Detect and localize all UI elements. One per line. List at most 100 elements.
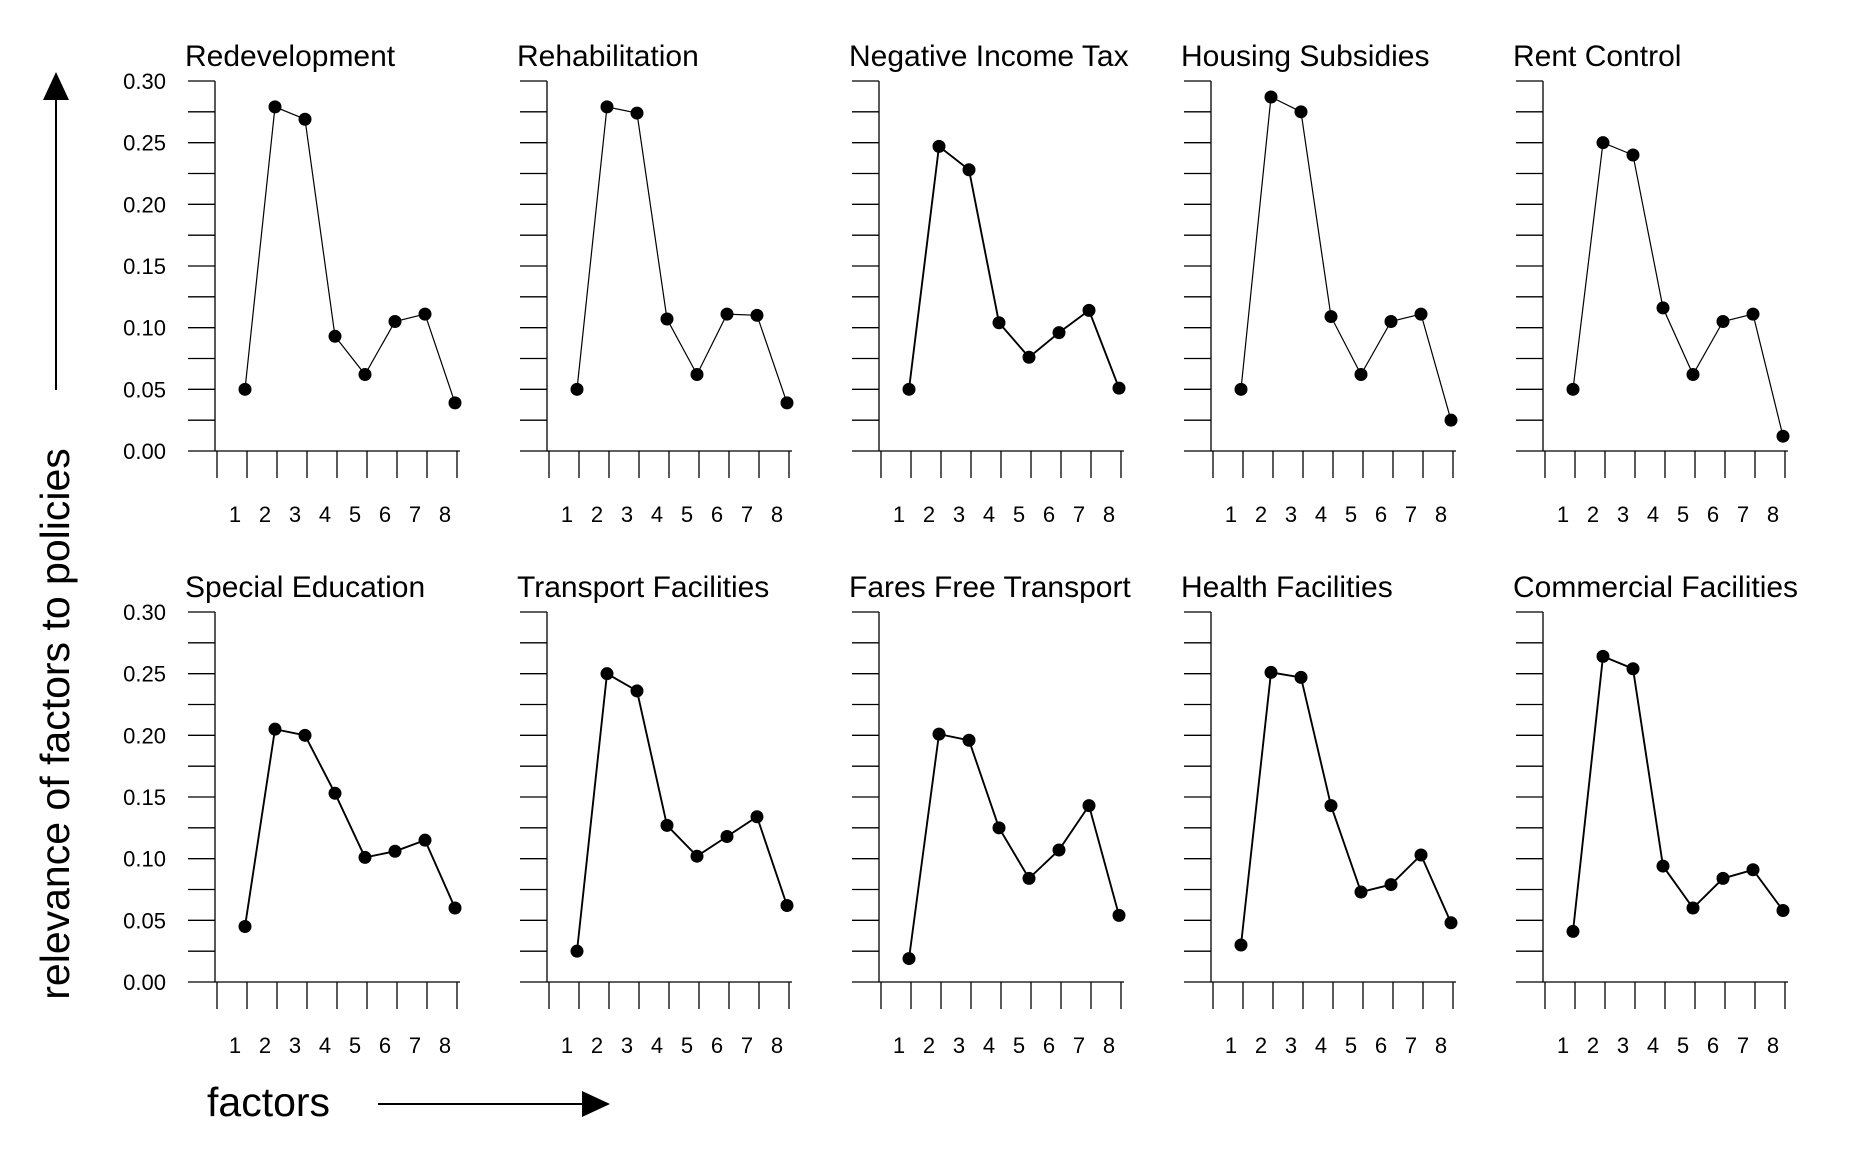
panel-title: Rehabilitation: [517, 40, 699, 73]
x-tick-label: 2: [1255, 1033, 1267, 1058]
x-tick-label: 2: [923, 502, 935, 527]
series-line: [1572, 655, 1784, 932]
panel-title: Special Education: [185, 571, 425, 604]
panels-group: Redevelopment 0.00 0.05 0.10 0.15 0.20 0.25 0.3…: [123, 40, 1798, 1058]
x-tick-label: 6: [1375, 502, 1387, 527]
x-tick-label: 7: [741, 502, 753, 527]
data-point: [1112, 908, 1126, 922]
data-point: [1566, 382, 1580, 396]
x-tick-label: 3: [1617, 1033, 1629, 1058]
data-point: [570, 382, 584, 396]
data-point: [298, 112, 312, 126]
data-point: [660, 312, 674, 326]
data-point: [570, 944, 584, 958]
x-tick-label: 1: [229, 1033, 241, 1058]
y-tick-label: 0.10: [123, 316, 166, 341]
x-tick-label: 4: [1647, 502, 1659, 527]
x-tick-label: 3: [1285, 502, 1297, 527]
y-tick-label: 0.10: [123, 847, 166, 872]
panel-title: Transport Facilities: [517, 571, 769, 604]
data-point: [448, 396, 462, 410]
data-point: [1294, 105, 1308, 119]
x-tick-label: 8: [771, 502, 783, 527]
data-point: [1354, 885, 1368, 899]
data-point: [1716, 315, 1730, 328]
data-point: [1052, 843, 1066, 857]
data-point: [1414, 307, 1428, 321]
data-point: [992, 316, 1006, 330]
x-tick-label: 5: [1345, 502, 1357, 527]
y-tick-label: 0.25: [123, 131, 166, 156]
panel-7: Transport Facilities 1 2 3 4 5 6 7 8: [517, 571, 794, 1058]
series-line: [908, 732, 1120, 959]
x-tick-label: 2: [1587, 502, 1599, 527]
data-point: [1686, 901, 1700, 915]
x-tick-label: 4: [651, 502, 663, 527]
x-tick-label: 8: [1103, 1033, 1115, 1058]
x-tick-label: 4: [319, 1033, 331, 1058]
data-point: [448, 901, 462, 915]
y-tick-label: 0.20: [123, 192, 166, 217]
data-point: [1444, 916, 1458, 930]
x-tick-label: 1: [561, 1033, 573, 1058]
x-tick-label: 1: [1225, 1033, 1237, 1058]
x-tick-label: 8: [1767, 502, 1779, 527]
x-tick-label: 7: [1073, 502, 1085, 527]
x-tick-label: 1: [1557, 502, 1569, 527]
y-tick-label: 0.25: [123, 662, 166, 687]
x-tick-label: 5: [1013, 1033, 1025, 1058]
x-tick-label: 3: [953, 502, 965, 527]
series-line: [908, 144, 1120, 390]
data-point: [1384, 878, 1398, 892]
x-tick-label: 6: [1043, 1033, 1055, 1058]
x-tick-label: 2: [1587, 1033, 1599, 1058]
series-line: [1240, 96, 1452, 421]
x-tick-label: 2: [591, 502, 603, 527]
x-tick-label: 2: [259, 1033, 271, 1058]
data-point: [268, 100, 282, 114]
series-line: [1572, 141, 1784, 437]
x-tick-label: 7: [1405, 1033, 1417, 1058]
data-point: [1112, 381, 1126, 395]
panel-3: Negative Income Tax 1 2 3 4 5 6 7 8: [849, 40, 1129, 527]
panel-5: Rent Control 1 2 3 4 5 6 7 8: [1513, 40, 1790, 527]
data-point: [992, 821, 1006, 835]
data-point: [1324, 310, 1338, 324]
panel-title: Redevelopment: [185, 40, 396, 73]
data-point: [328, 329, 342, 343]
data-point: [600, 100, 614, 114]
x-tick-label: 1: [561, 502, 573, 527]
y-tick-label: 0.00: [123, 970, 166, 995]
data-point: [1264, 665, 1278, 679]
x-tick-label: 7: [1737, 502, 1749, 527]
x-tick-label: 3: [621, 1033, 633, 1058]
x-tick-label: 1: [1225, 502, 1237, 527]
x-axis-arrowhead: [582, 1091, 610, 1117]
data-point: [1022, 350, 1036, 364]
y-axis-caption: relevance of factors to policies: [32, 72, 78, 1000]
x-tick-label: 5: [1345, 1033, 1357, 1058]
x-tick-label: 6: [379, 1033, 391, 1058]
data-point: [720, 307, 734, 321]
panel-8: Fares Free Transport 1 2 3 4 5 6 7 8: [849, 571, 1131, 1058]
data-point: [1656, 859, 1670, 873]
x-tick-label: 1: [893, 502, 905, 527]
series-line: [244, 728, 456, 927]
x-tick-label: 3: [953, 1033, 965, 1058]
data-point: [1082, 799, 1096, 813]
panel-2: Rehabilitation 1 2 3 4 5 6 7 8: [517, 40, 794, 527]
y-tick-label: 0.05: [123, 377, 166, 402]
data-point: [1566, 924, 1580, 938]
data-point: [962, 163, 976, 177]
data-point: [932, 727, 946, 741]
data-point: [238, 920, 252, 933]
data-point: [1626, 148, 1640, 162]
x-tick-label: 3: [289, 1033, 301, 1058]
data-point: [1234, 382, 1248, 396]
panel-title: Housing Subsidies: [1181, 40, 1429, 73]
panel-title: Rent Control: [1513, 40, 1681, 73]
x-tick-label: 8: [439, 1033, 451, 1058]
y-axis-label: relevance of factors to policies: [32, 448, 78, 1000]
data-point: [238, 382, 252, 396]
y-tick-label: 0.20: [123, 723, 166, 748]
